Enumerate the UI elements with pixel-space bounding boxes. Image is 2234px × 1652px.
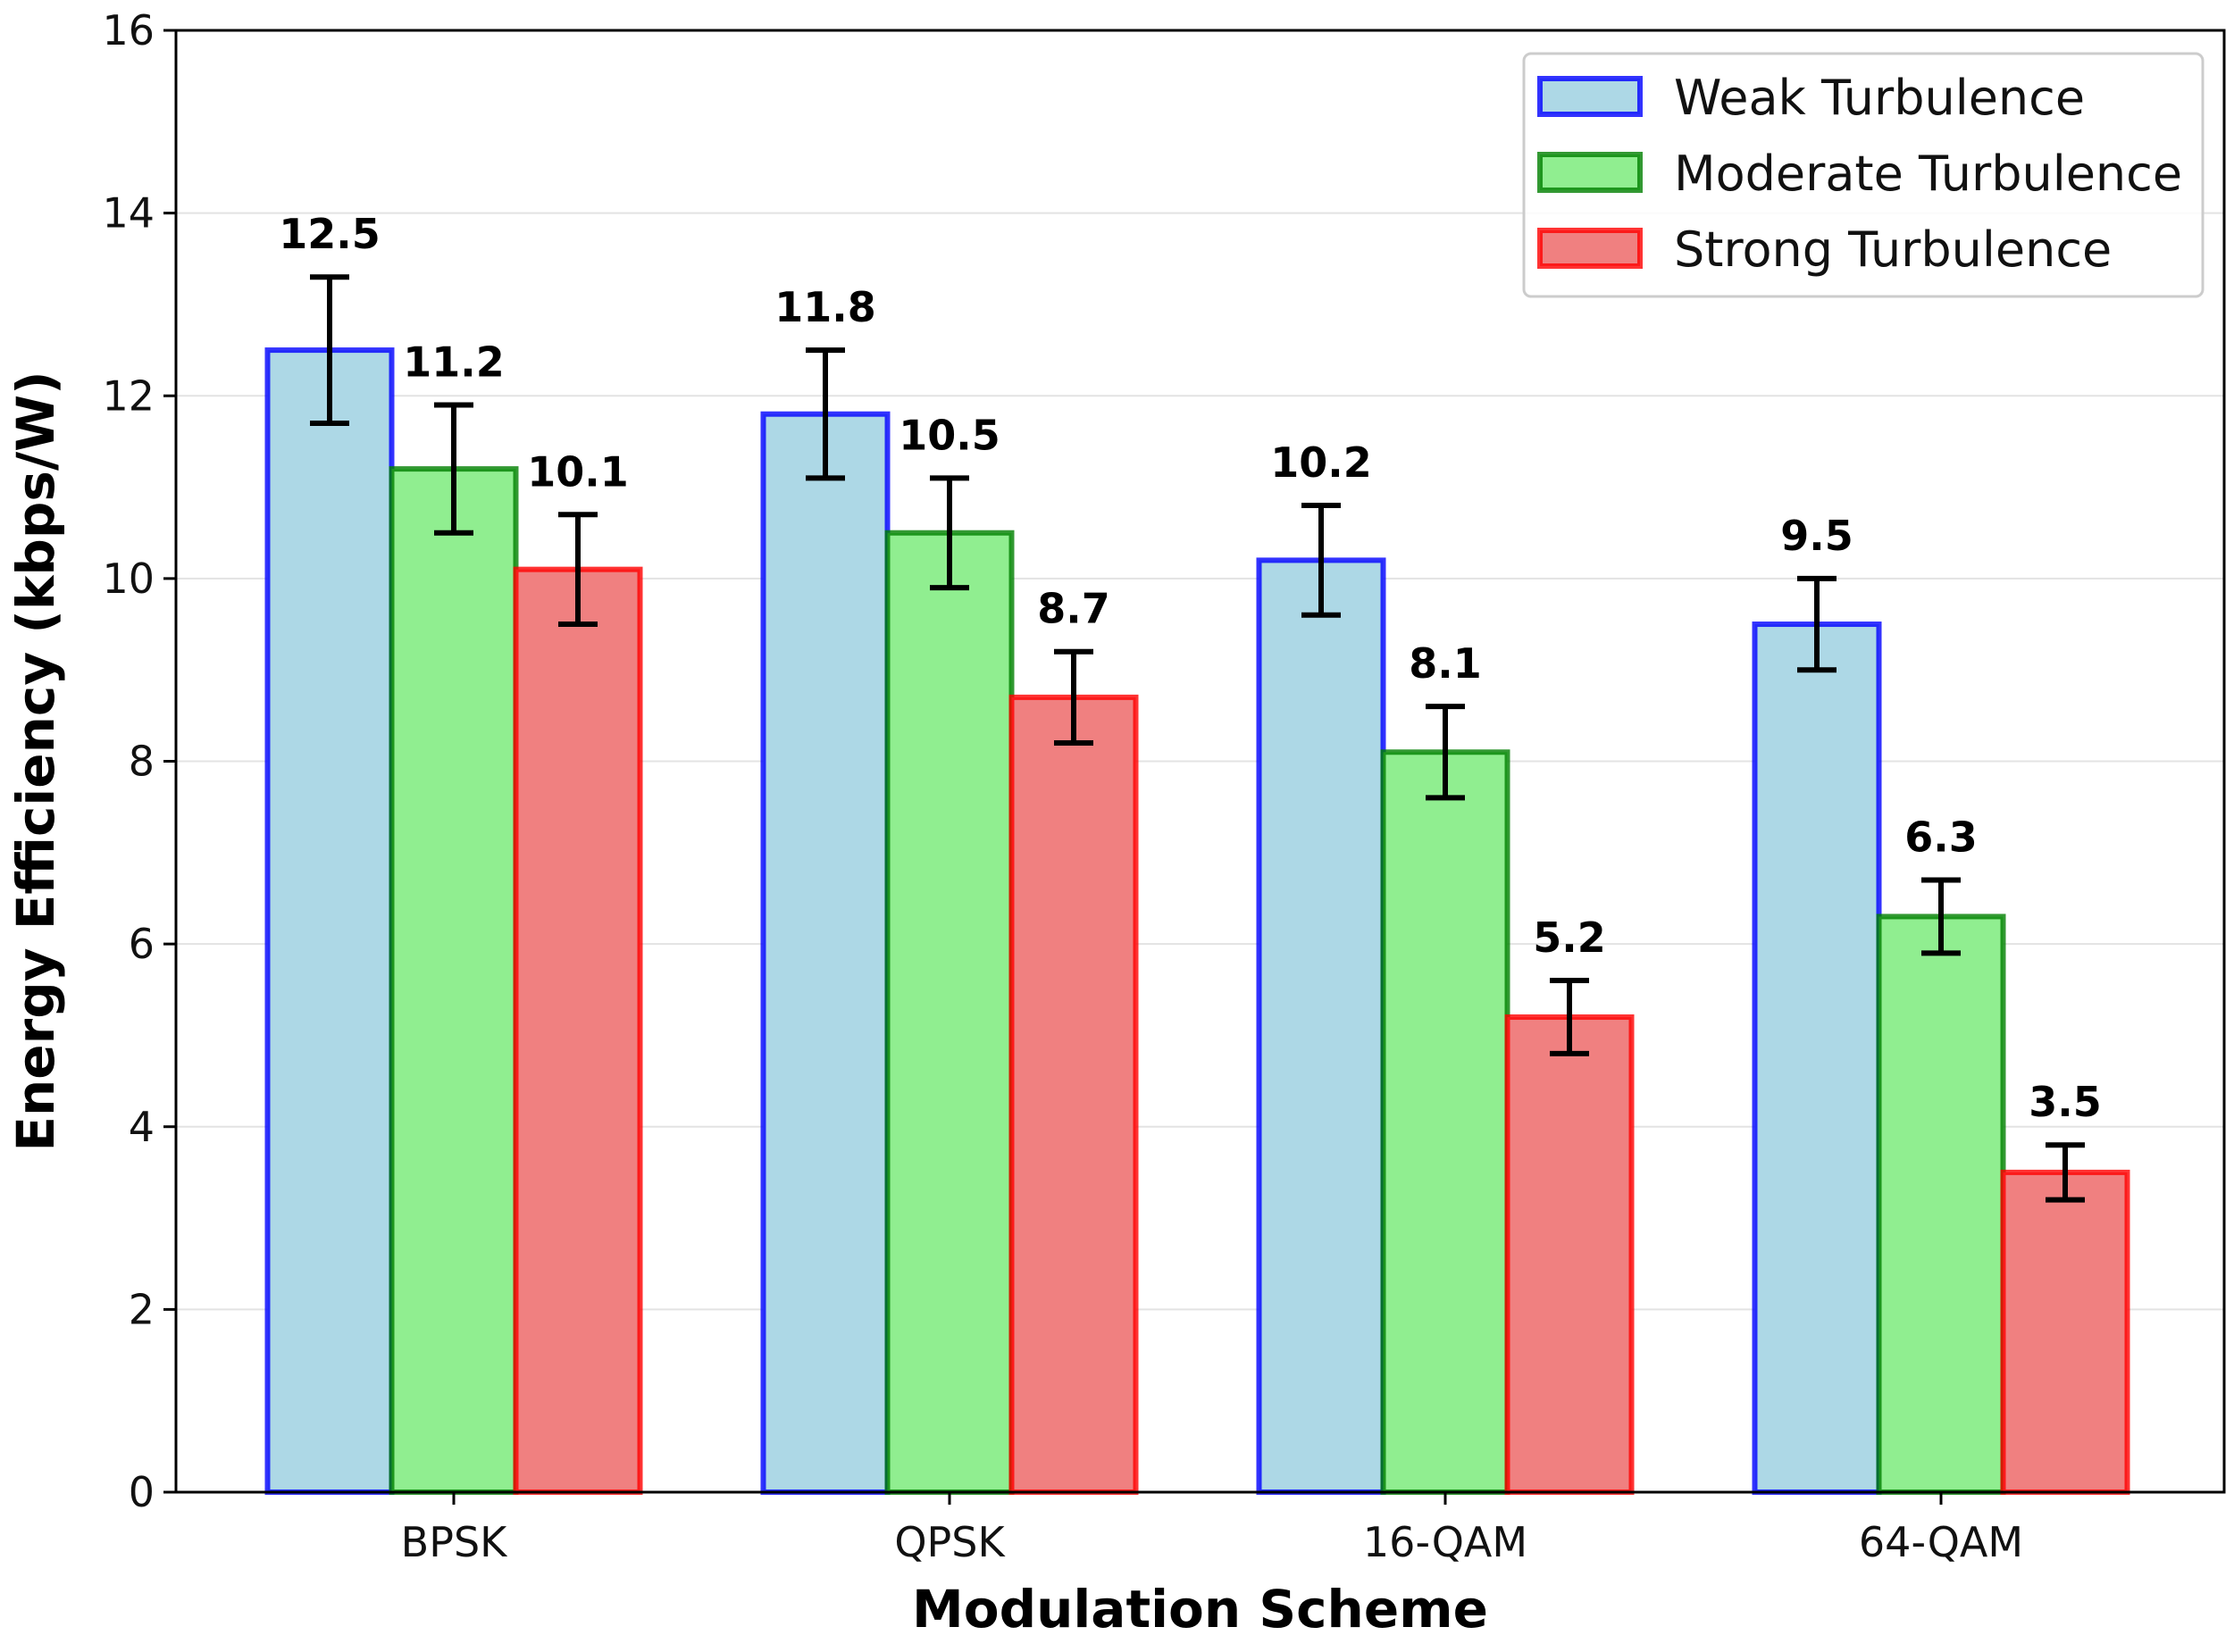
bar-moderate-turbulence-qpsk xyxy=(884,530,1015,1495)
bar-moderate-turbulence-64-qam xyxy=(1876,914,2006,1495)
error-bar-moderate-turbulence-16-qam xyxy=(1426,704,1465,801)
error-bar-strong-turbulence-qpsk xyxy=(1054,648,1093,747)
y-tick-label-12: 12 xyxy=(102,371,155,420)
y-tick-label-16: 16 xyxy=(102,6,155,54)
error-bar-weak-turbulence-qpsk xyxy=(806,347,845,481)
bar-moderate-turbulence-bpsk xyxy=(389,466,519,1495)
bar-weak-turbulence-qpsk xyxy=(760,411,891,1495)
data-label-weak-turbulence-16-qam: 10.2 xyxy=(1270,438,1372,487)
bar-strong-turbulence-16-qam xyxy=(1504,1014,1635,1495)
bar-strong-turbulence-qpsk xyxy=(1008,694,1139,1495)
error-bars xyxy=(310,274,2085,1203)
y-axis-ticks: 0 2 4 6 8 10 12 14 16 xyxy=(102,6,176,1516)
legend-swatch-strong-turbulence xyxy=(1537,228,1643,269)
data-label-moderate-turbulence-16-qam: 8.1 xyxy=(1409,639,1482,688)
y-axis-title: Energy Efficiency (kbps/W) xyxy=(5,371,66,1151)
legend-item-moderate-turbulence[interactable]: Moderate Turbulence xyxy=(1537,146,2182,202)
x-axis-ticks: BPSK QPSK 16-QAM 64-QAM xyxy=(401,1492,2023,1566)
error-bar-moderate-turbulence-qpsk xyxy=(930,475,969,591)
bar-weak-turbulence-64-qam xyxy=(1752,622,1882,1495)
y-tick-label-6: 6 xyxy=(129,920,155,968)
legend-item-strong-turbulence[interactable]: Strong Turbulence xyxy=(1537,221,2112,278)
legend-label-moderate-turbulence: Moderate Turbulence xyxy=(1674,146,2182,202)
legend[interactable]: Weak Turbulence Moderate Turbulence Strong… xyxy=(1522,52,2205,298)
data-label-strong-turbulence-64-qam: 3.5 xyxy=(2029,1078,2102,1126)
x-tick-label-qpsk: QPSK xyxy=(894,1518,1006,1566)
bar-strong-turbulence-64-qam xyxy=(2000,1169,2130,1495)
x-tick-label-16-qam: 16-QAM xyxy=(1363,1518,1527,1566)
error-bar-strong-turbulence-64-qam xyxy=(2046,1142,2085,1203)
x-tick-label-bpsk: BPSK xyxy=(401,1518,508,1566)
error-bar-strong-turbulence-bpsk xyxy=(558,512,598,628)
data-label-moderate-turbulence-qpsk: 10.5 xyxy=(899,411,1000,459)
legend-item-weak-turbulence[interactable]: Weak Turbulence xyxy=(1537,70,2085,126)
data-label-moderate-turbulence-bpsk: 11.2 xyxy=(403,338,505,386)
data-label-weak-turbulence-bpsk: 12.5 xyxy=(279,210,381,258)
bar-strong-turbulence-bpsk xyxy=(513,566,643,1495)
data-label-weak-turbulence-qpsk: 11.8 xyxy=(774,283,876,331)
legend-label-strong-turbulence: Strong Turbulence xyxy=(1674,221,2112,278)
data-label-strong-turbulence-16-qam: 5.2 xyxy=(1533,914,1606,962)
error-bar-weak-turbulence-16-qam xyxy=(1301,503,1341,618)
data-label-strong-turbulence-bpsk: 10.1 xyxy=(527,447,629,496)
legend-label-weak-turbulence: Weak Turbulence xyxy=(1674,70,2085,126)
y-tick-label-4: 4 xyxy=(129,1103,155,1151)
y-tick-label-14: 14 xyxy=(102,189,155,238)
legend-swatch-moderate-turbulence xyxy=(1537,152,1643,193)
error-bar-weak-turbulence-bpsk xyxy=(310,274,349,426)
error-bar-strong-turbulence-16-qam xyxy=(1550,978,1589,1056)
error-bar-weak-turbulence-64-qam xyxy=(1797,575,1837,673)
y-tick-label-0: 0 xyxy=(129,1468,155,1516)
data-labels: 12.5 11.8 10.2 9.5 11.2 10.5 8.1 6.3 10.1 8.7 5.2 3… xyxy=(279,210,2102,1126)
y-tick-label-10: 10 xyxy=(102,555,155,603)
y-tick-label-8: 8 xyxy=(129,738,155,786)
x-axis-title: Modulation Scheme xyxy=(912,1579,1488,1639)
bar-moderate-turbulence-16-qam xyxy=(1380,749,1510,1495)
data-label-weak-turbulence-64-qam: 9.5 xyxy=(1780,512,1853,560)
x-tick-label-64-qam: 64-QAM xyxy=(1859,1518,2023,1566)
bar-weak-turbulence-bpsk xyxy=(264,347,395,1495)
y-tick-label-2: 2 xyxy=(129,1285,155,1333)
error-bar-moderate-turbulence-64-qam xyxy=(1921,877,1961,956)
data-label-moderate-turbulence-64-qam: 6.3 xyxy=(1904,813,1978,862)
bar-weak-turbulence-16-qam xyxy=(1256,557,1386,1495)
legend-box xyxy=(1522,52,2205,298)
legend-swatch-weak-turbulence xyxy=(1537,76,1643,117)
data-label-strong-turbulence-qpsk: 8.7 xyxy=(1037,585,1110,633)
error-bar-moderate-turbulence-bpsk xyxy=(434,402,473,536)
